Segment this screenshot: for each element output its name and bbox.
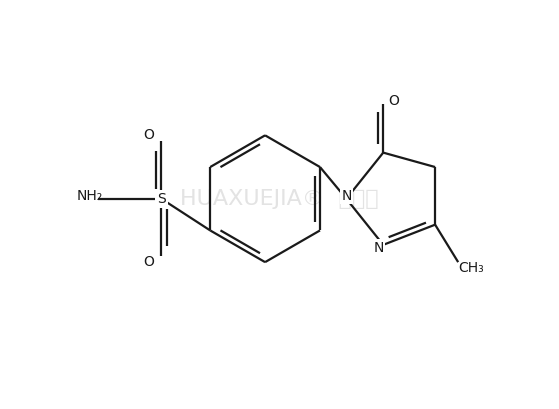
Text: O: O — [388, 94, 399, 108]
Text: N: N — [341, 189, 352, 203]
Text: O: O — [143, 128, 154, 142]
Text: N: N — [373, 241, 384, 255]
Text: NH₂: NH₂ — [76, 189, 102, 203]
Text: CH₃: CH₃ — [458, 261, 484, 275]
Text: HUAXUEJIA®  化学加: HUAXUEJIA® 化学加 — [180, 189, 379, 209]
Text: S: S — [157, 192, 165, 206]
Text: O: O — [143, 255, 154, 269]
